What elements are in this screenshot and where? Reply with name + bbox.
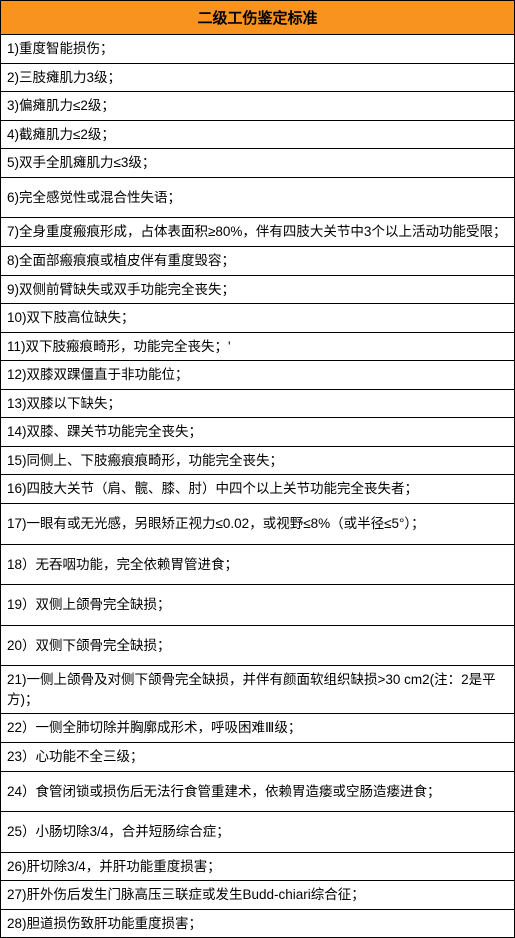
table-row: 22）一侧全肺切除并胸廓成形术，呼吸困难Ⅲ级； bbox=[1, 714, 515, 743]
table-row: 19）双侧上颌骨完全缺损； bbox=[1, 585, 515, 626]
table-row: 25）小肠切除3/4，合并短肠综合症； bbox=[1, 812, 515, 853]
table-row: 23）心功能不全三级； bbox=[1, 742, 515, 771]
table-row: 27)肝外伤后发生门脉高压三联症或发生Budd-chiari综合征； bbox=[1, 881, 515, 910]
table-row: 4)截瘫肌力≤2级； bbox=[1, 120, 515, 149]
standards-table: 二级工伤鉴定标准 1)重度智能损伤；2)三肢瘫肌力3级；3)偏瘫肌力≤2级；4)… bbox=[0, 0, 515, 938]
table-row: 3)偏瘫肌力≤2级； bbox=[1, 92, 515, 121]
table-row: 12)双膝双踝僵直于非功能位； bbox=[1, 361, 515, 390]
table-row: 7)全身重度瘢痕形成，占体表面积≥80%，伴有四肢大关节中3个以上活动功能受限； bbox=[1, 218, 515, 247]
table-row: 5)双手全肌瘫肌力≤3级； bbox=[1, 149, 515, 178]
table-title: 二级工伤鉴定标准 bbox=[1, 1, 515, 35]
table-row: 13)双膝以下缺失； bbox=[1, 389, 515, 418]
table-row: 14)双膝、踝关节功能完全丧失； bbox=[1, 418, 515, 447]
table-row: 10)双下肢高位缺失； bbox=[1, 304, 515, 333]
table-row: 8)全面部瘢痕痕或植皮伴有重度毁容； bbox=[1, 246, 515, 275]
table-row: 17)一眼有或无光感，另眼矫正视力≤0.02，或视野≤8%（或半径≤5°）； bbox=[1, 504, 515, 545]
table-row: 16)四肢大关节（肩、髋、膝、肘）中四个以上关节功能完全丧失者； bbox=[1, 475, 515, 504]
table-row: 1)重度智能损伤； bbox=[1, 35, 515, 64]
table-row: 26)肝切除3/4，并肝功能重度损害； bbox=[1, 852, 515, 881]
table-row: 28)胆道损伤致肝功能重度损害； bbox=[1, 909, 515, 938]
table-row: 21)一侧上颌骨及对侧下颌骨完全缺损，并伴有颜面软组织缺损>30 cm2(注：2… bbox=[1, 666, 515, 714]
table-row: 11)双下肢瘢痕畸形，功能完全丧失；' bbox=[1, 332, 515, 361]
table-row: 6)完全感觉性或混合性失语； bbox=[1, 177, 515, 218]
table-body: 1)重度智能损伤；2)三肢瘫肌力3级；3)偏瘫肌力≤2级；4)截瘫肌力≤2级；5… bbox=[1, 35, 515, 938]
table-row: 9)双侧前臂缺失或双手功能完全丧失； bbox=[1, 275, 515, 304]
table-row: 20）双侧下颌骨完全缺损； bbox=[1, 625, 515, 666]
table-row: 2)三肢瘫肌力3级； bbox=[1, 63, 515, 92]
table-row: 15)同侧上、下肢瘢痕痕畸形，功能完全丧失； bbox=[1, 446, 515, 475]
table-row: 24）食管闭锁或损伤后无法行食管重建术，依赖胃造瘘或空肠造瘘进食； bbox=[1, 771, 515, 812]
table-row: 18）无吞咽功能，完全依赖胃管进食； bbox=[1, 544, 515, 585]
